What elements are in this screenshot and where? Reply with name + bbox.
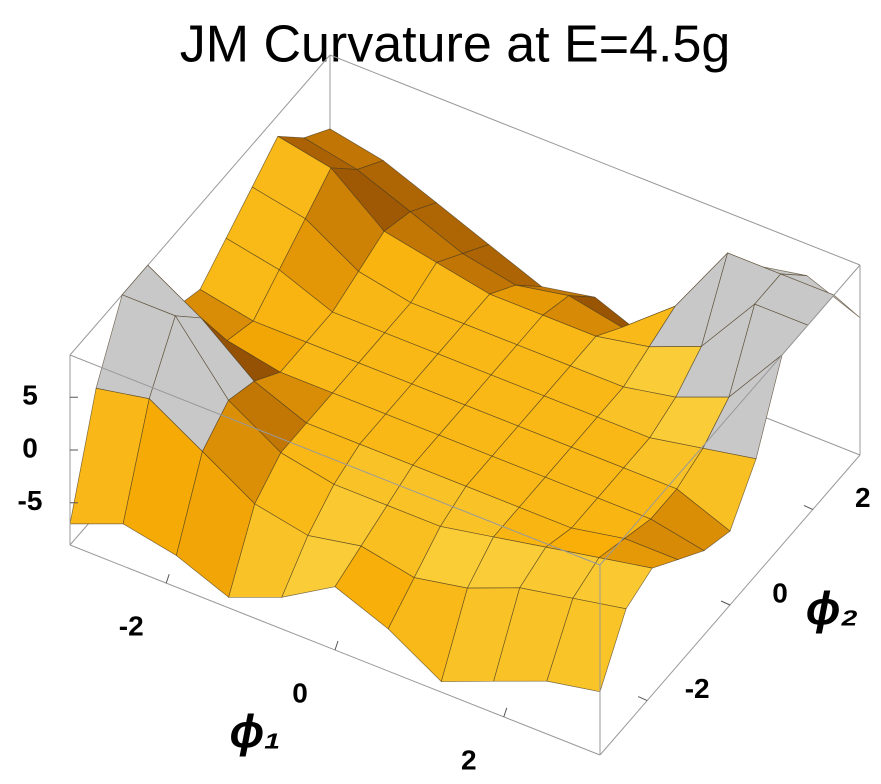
x-axis-label: ϕ₁: [229, 705, 280, 757]
y-axis-label: ϕ₂: [806, 582, 858, 634]
z-tick-label: -5: [18, 485, 43, 516]
y-tick-label: 0: [772, 577, 788, 608]
y-tick: [637, 696, 648, 701]
surface-patch: [546, 597, 627, 693]
box-edge: [329, 54, 861, 266]
box-edge: [69, 354, 601, 566]
x-tick-label: 0: [292, 677, 308, 708]
y-tick-label: 2: [855, 482, 871, 513]
y-tick: [720, 600, 731, 606]
x-tick: [165, 573, 170, 584]
chart-title: JM Curvature at E=4.5g: [180, 16, 731, 74]
x-tick-label: 2: [461, 744, 477, 775]
z-tick-label: 5: [22, 380, 38, 411]
z-tick-label: 0: [22, 432, 38, 463]
box-edge: [69, 54, 331, 356]
x-tick: [503, 707, 508, 718]
y-tick-label: -2: [685, 673, 710, 704]
box-edge: [599, 264, 861, 566]
y-tick: [803, 505, 814, 510]
x-tick-label: -2: [119, 611, 144, 642]
x-tick: [334, 640, 339, 651]
